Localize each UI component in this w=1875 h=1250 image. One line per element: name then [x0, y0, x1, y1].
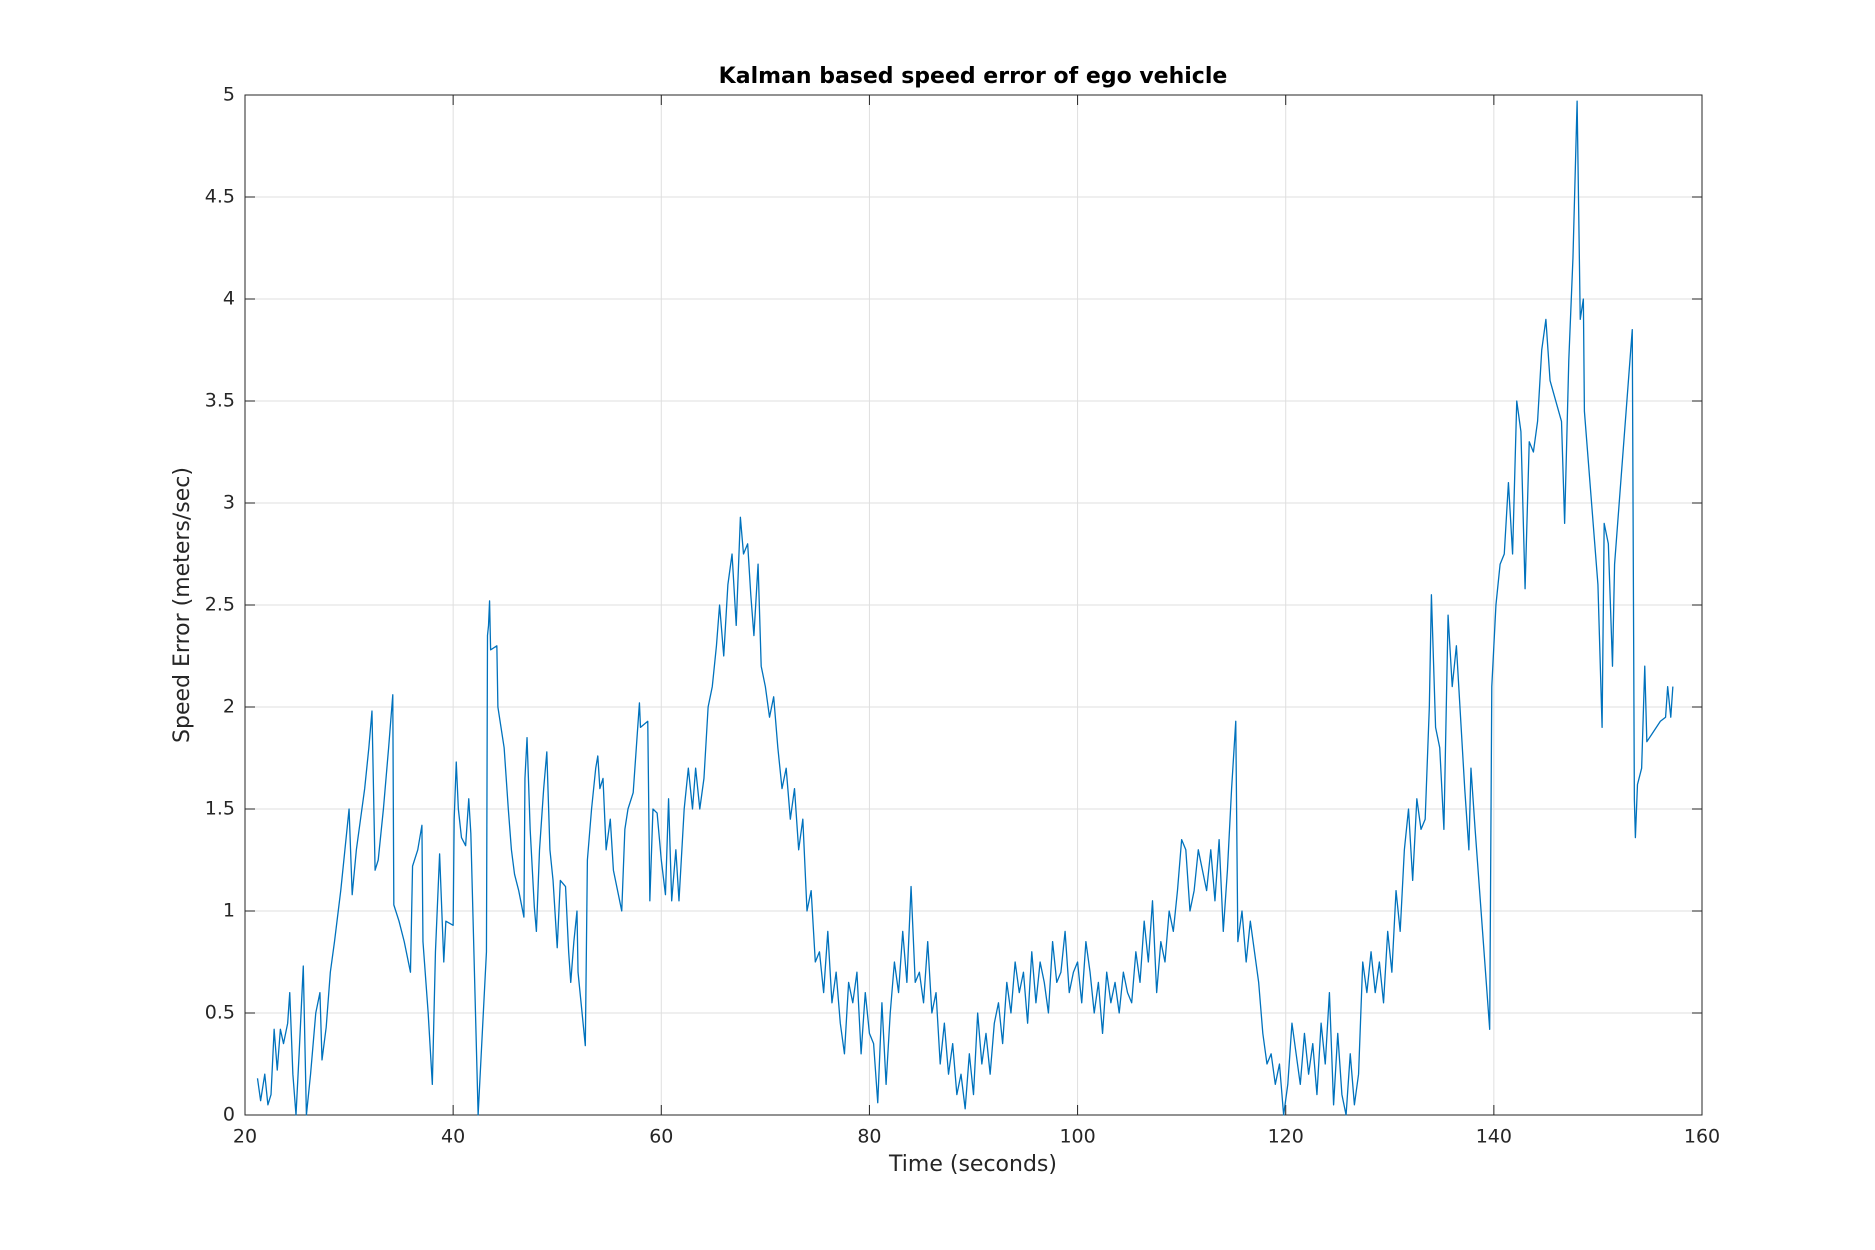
y-tick-label: 0 — [223, 1104, 235, 1126]
y-tick-label: 1 — [223, 900, 235, 922]
x-tick-label: 100 — [1059, 1126, 1095, 1148]
y-tick-label: 3 — [223, 492, 235, 514]
y-tick-label: 2.5 — [205, 594, 235, 616]
x-tick-label: 20 — [233, 1126, 257, 1148]
y-tick-label: 3.5 — [205, 390, 235, 412]
y-tick-label: 4 — [223, 288, 235, 310]
x-tick-label: 160 — [1684, 1126, 1720, 1148]
y-tick-label: 1.5 — [205, 798, 235, 820]
x-axis-label: Time (seconds) — [888, 1152, 1057, 1177]
x-tick-label: 40 — [441, 1126, 465, 1148]
y-tick-label: 4.5 — [205, 186, 235, 208]
y-tick-label: 0.5 — [205, 1002, 235, 1024]
x-tick-label: 120 — [1268, 1126, 1304, 1148]
chart-title: Kalman based speed error of ego vehicle — [719, 64, 1228, 89]
data-line — [256, 100, 1674, 1116]
y-tick-label: 5 — [223, 84, 235, 106]
y-tick-label: 2 — [223, 696, 235, 718]
y-axis-label: Speed Error (meters/sec) — [170, 467, 195, 743]
x-tick-label: 140 — [1476, 1126, 1512, 1148]
plot-frame — [244, 94, 1703, 1116]
x-tick-label: 80 — [857, 1126, 881, 1148]
x-tick-label: 60 — [649, 1126, 673, 1148]
